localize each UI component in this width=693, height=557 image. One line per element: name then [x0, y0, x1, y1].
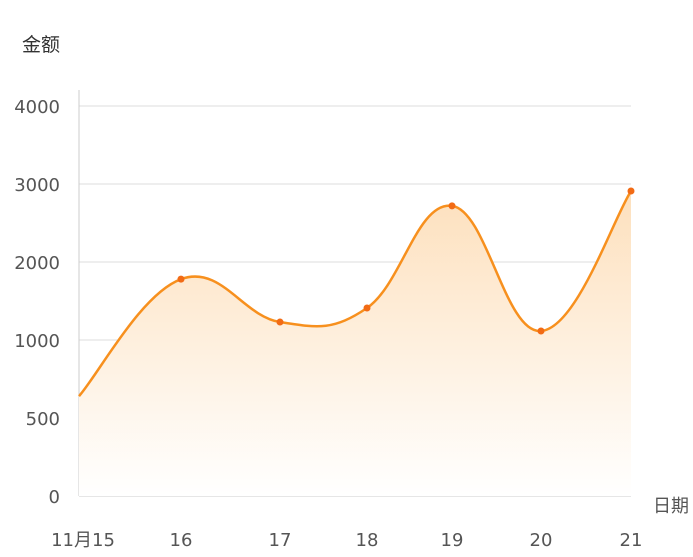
y-tick-label: 0 [49, 487, 60, 508]
x-tick-label: 18 [356, 530, 379, 551]
y-axis-title: 金额 [22, 34, 61, 56]
x-tick-label: 16 [170, 530, 193, 551]
x-tick-label: 19 [441, 530, 464, 551]
data-point[interactable] [627, 187, 635, 195]
data-point[interactable] [177, 275, 185, 283]
y-tick-label: 500 [26, 409, 60, 430]
data-point[interactable] [537, 327, 545, 335]
x-tick-label: 20 [530, 530, 553, 551]
data-point[interactable] [363, 304, 371, 312]
area-fill [79, 191, 631, 496]
x-tick-label: 17 [269, 530, 292, 551]
x-tick-label: 21 [620, 530, 643, 551]
data-point[interactable] [448, 202, 456, 210]
y-tick-label: 3000 [14, 175, 60, 196]
x-axis-title: 日期 [653, 496, 689, 517]
y-tick-label: 2000 [14, 253, 60, 274]
data-point[interactable] [276, 318, 284, 326]
y-tick-label: 4000 [14, 97, 60, 118]
x-tick-label: 11月15 [51, 530, 115, 551]
y-tick-label: 1000 [14, 331, 60, 352]
